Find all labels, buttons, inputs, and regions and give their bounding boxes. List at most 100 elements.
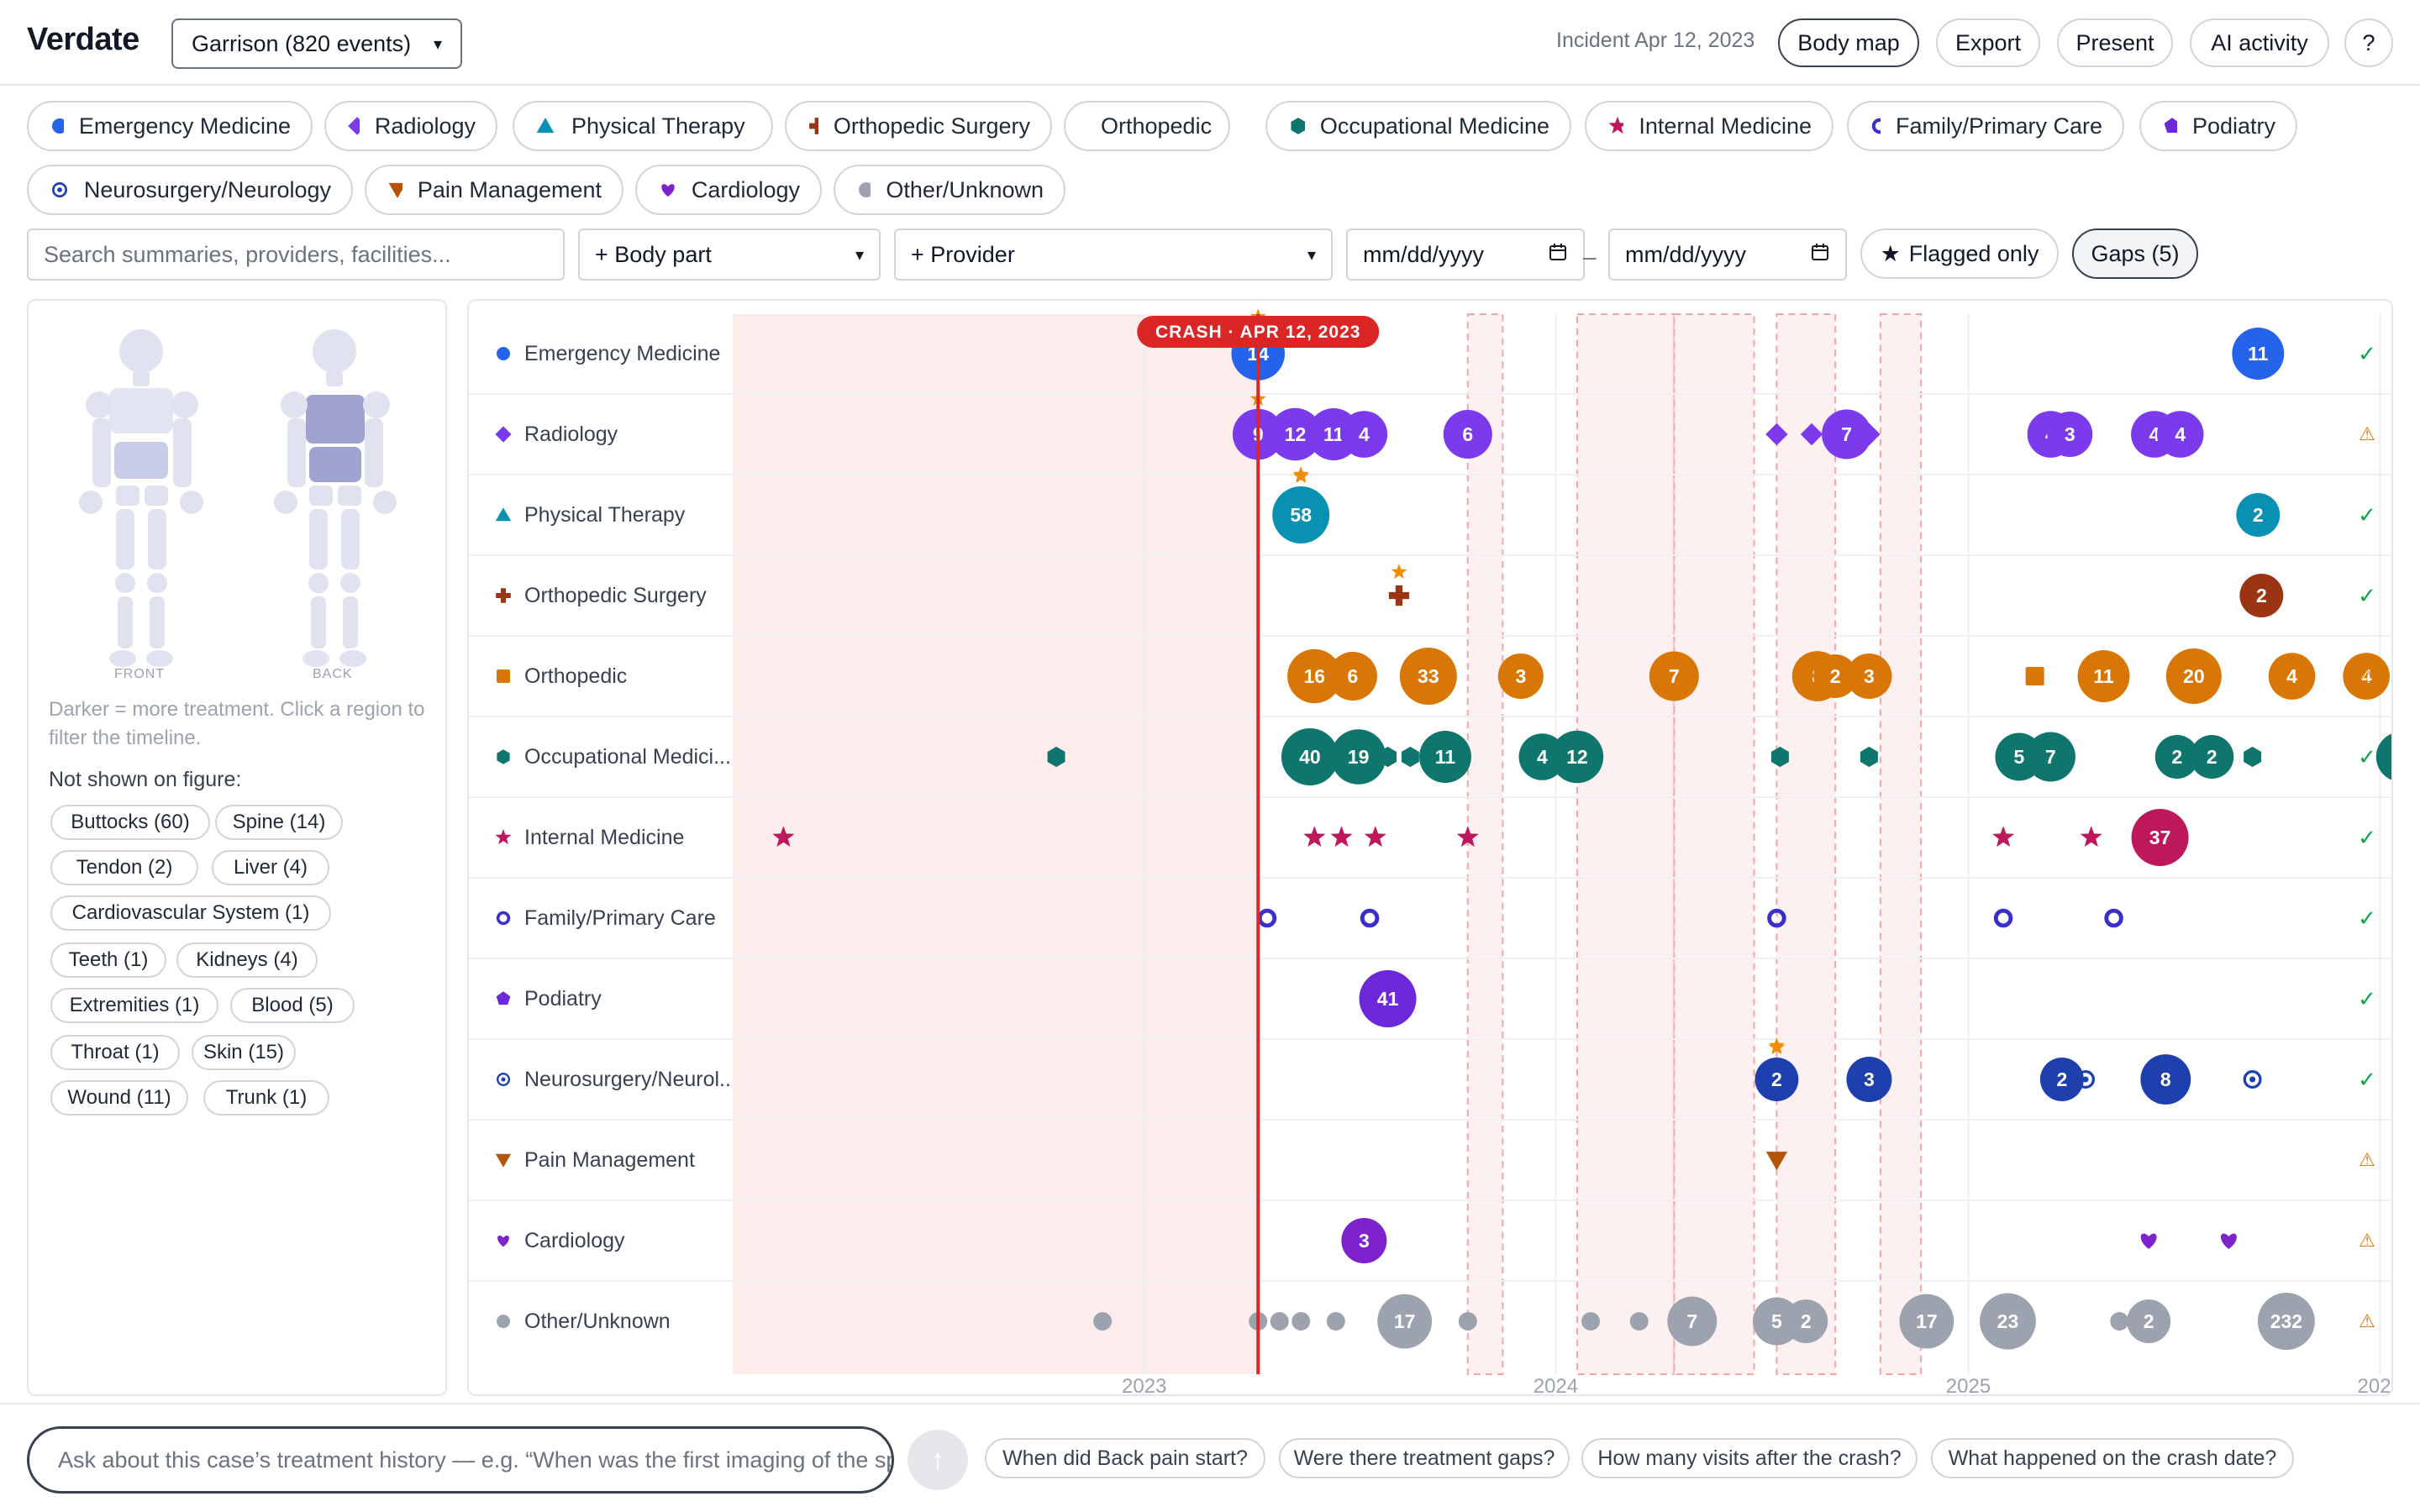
event-marker[interactable]: 33 [1399,648,1457,705]
event-marker[interactable]: 3 [1846,654,1892,699]
body-region-tag[interactable]: Tendon (2) [50,850,198,885]
event-marker[interactable]: 3 [1497,654,1544,699]
event-marker[interactable]: 17 [1377,1294,1433,1349]
treatment-gap[interactable] [1673,313,1755,1375]
event-bubble[interactable] [1330,729,1386,785]
event-marker[interactable] [1992,826,2015,848]
legend-chip-ns[interactable]: Neurosurgery/Neurology [27,165,353,215]
event-bubble[interactable] [1846,1057,1892,1102]
event-bubble[interactable] [2165,648,2222,704]
event-marker[interactable]: 16 [1287,648,1342,704]
event-marker[interactable] [2140,1233,2157,1249]
event-bubble[interactable] [2140,1054,2191,1105]
ai-activity-button[interactable]: AI activity [2190,18,2329,67]
row-label-pt[interactable]: Physical Therapy [494,498,685,532]
treatment-gap[interactable] [1776,313,1837,1375]
body-region-tag[interactable]: Extremities (1) [50,988,218,1023]
event-marker[interactable] [1765,423,1788,446]
body-region-tag[interactable]: Kidneys (4) [176,942,318,978]
body-region-tag[interactable]: Skin (15) [192,1035,296,1070]
event-bubble[interactable] [2131,809,2189,866]
event-marker[interactable] [1993,908,2013,928]
event-marker[interactable] [1800,423,1823,446]
row-label-em[interactable]: Emergency Medicine [494,337,720,370]
event-bubble[interactable] [2156,411,2204,458]
event-bubble[interactable] [2239,574,2284,617]
event-marker[interactable] [1629,1312,1649,1331]
event-marker[interactable] [2110,1312,2129,1331]
event-bubble[interactable] [2025,732,2075,782]
event-marker[interactable]: 4 [2156,411,2204,458]
legend-chip-ca[interactable]: Cardiology [635,165,822,215]
event-bubble[interactable] [1359,970,1417,1027]
event-bubble[interactable] [1340,411,1388,458]
body-region-tag[interactable]: Teeth (1) [50,942,166,978]
event-marker[interactable]: 7 [2025,732,2075,782]
event-marker[interactable]: 2 [2236,493,2281,537]
export-button[interactable]: Export [1936,18,2040,67]
event-bubble[interactable] [1272,486,1330,543]
legend-chip-fp[interactable]: Family/Primary Care [1847,101,2124,151]
event-bubble[interactable] [1497,654,1544,699]
event-marker[interactable]: 23 [1980,1293,2036,1350]
body-region-tag[interactable]: Trunk (1) [203,1080,329,1116]
event-bubble[interactable] [2232,328,2285,380]
event-marker[interactable]: 3 [1846,1057,1892,1102]
event-bubble[interactable] [1418,731,1471,783]
event-bubble[interactable] [1813,654,1858,698]
event-marker[interactable] [1257,908,1277,928]
event-marker[interactable] [1326,1312,1345,1331]
search-input[interactable]: Search summaries, providers, facilities.… [27,228,565,281]
body-region-tag[interactable]: Buttocks (60) [50,805,210,840]
event-marker[interactable]: 7 [1649,651,1699,701]
row-label-fp[interactable]: Family/Primary Care [494,901,716,935]
event-bubble[interactable] [1328,651,1377,701]
event-marker[interactable]: 11 [2232,328,2285,380]
legend-chip-pt[interactable]: Physical Therapy [513,101,773,151]
event-marker[interactable]: 2 [2127,1299,2171,1343]
body-region-tag[interactable]: Liver (4) [212,850,329,885]
event-marker[interactable]: 3 [2047,412,2093,457]
body-region-tag[interactable]: Spine (14) [215,805,343,840]
event-marker[interactable] [1388,564,1410,606]
event-marker[interactable]: 41 [1359,970,1417,1027]
event-bubble[interactable] [1377,1294,1433,1349]
event-marker[interactable]: 4 [2268,653,2316,700]
suggestion-chip[interactable]: Were there treatment gaps? [1279,1438,1570,1478]
row-label-ca[interactable]: Cardiology [494,1224,625,1257]
event-marker[interactable]: 40 [1281,728,1339,785]
event-bubble[interactable] [2047,412,2093,457]
legend-chip-em[interactable]: Emergency Medicine [27,101,313,151]
legend-chip-oc[interactable]: Occupational Medicine [1265,101,1571,151]
row-label-pm[interactable]: Pain Management [494,1143,695,1177]
event-marker[interactable] [1858,423,1881,446]
event-bubble[interactable] [1980,1293,2036,1350]
event-marker[interactable] [772,826,795,848]
event-marker[interactable]: 37 [2131,809,2189,866]
event-marker[interactable] [1379,746,1397,768]
body-region-tag[interactable]: Blood (5) [230,988,355,1023]
event-marker[interactable] [2025,667,2044,685]
event-marker[interactable]: 11 [1418,731,1471,783]
help-button[interactable]: ? [2344,18,2393,67]
event-marker[interactable] [1330,826,1353,848]
event-marker[interactable]: 3 [1341,1218,1387,1263]
case-select[interactable]: Garrison (820 events) ▾ [171,18,462,69]
event-marker[interactable] [1364,826,1386,848]
event-marker[interactable]: 2 [2154,735,2199,779]
event-marker[interactable]: 4 [1340,411,1388,458]
legend-chip-rad[interactable]: Radiology [324,101,497,151]
event-marker[interactable]: 8 [2375,732,2393,782]
event-marker[interactable] [2220,1233,2237,1249]
calendar-icon[interactable] [1548,242,1568,268]
body-map-button[interactable]: Body map [1778,18,1919,67]
front-figure[interactable] [79,329,203,667]
legend-chip-or[interactable]: Orthopedic [1064,101,1230,151]
calendar-icon[interactable] [1810,242,1830,268]
event-marker[interactable] [1770,746,1789,768]
legend-chip-pm[interactable]: Pain Management [365,165,623,215]
event-marker[interactable]: 58 [1272,468,1330,543]
legend-chip-ot[interactable]: Other/Unknown [834,165,1065,215]
event-marker[interactable]: 11 [2077,650,2130,702]
event-marker[interactable] [2243,1070,2262,1089]
